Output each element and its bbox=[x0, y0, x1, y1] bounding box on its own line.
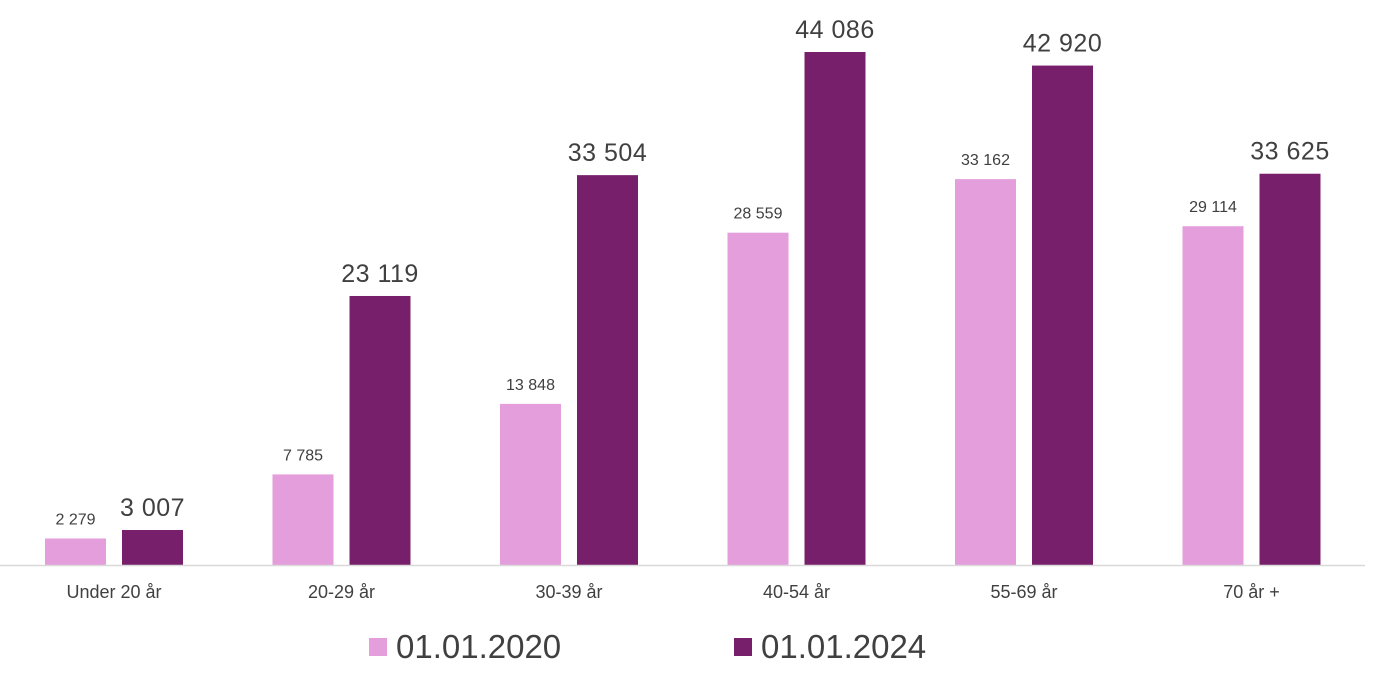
data-label-2024-3: 44 086 bbox=[795, 16, 874, 44]
bar-2020-0 bbox=[45, 538, 106, 565]
legend-label-2024: 01.01.2024 bbox=[761, 628, 926, 665]
category-label-4: 55-69 år bbox=[990, 582, 1057, 602]
data-label-2020-3: 28 559 bbox=[734, 206, 783, 223]
legend-swatch-2020 bbox=[369, 638, 387, 656]
value-labels-layer: 2 279 3 007 7 785 23 119 13 848 33 504 28 559 4… bbox=[55, 16, 1329, 528]
bar-2024-2 bbox=[577, 175, 638, 566]
bar-2024-3 bbox=[804, 52, 866, 565]
data-label-2020-1: 7 785 bbox=[283, 447, 323, 464]
data-label-2020-2: 13 848 bbox=[506, 377, 555, 394]
legend: 01.01.2020 01.01.2024 bbox=[369, 628, 926, 665]
category-labels-layer: Under 20 år 20-29 år 30-39 år 40-54 år 55-69… bbox=[66, 582, 1279, 602]
data-label-2024-0: 3 007 bbox=[120, 494, 185, 522]
bars-layer bbox=[45, 52, 1321, 566]
bar-2020-1 bbox=[272, 474, 334, 565]
category-label-1: 20-29 år bbox=[308, 582, 375, 602]
bar-2020-3 bbox=[727, 232, 789, 566]
bar-2024-1 bbox=[349, 295, 411, 565]
data-label-2024-1: 23 119 bbox=[341, 260, 419, 288]
bar-2024-0 bbox=[122, 530, 183, 565]
data-label-2020-0: 2 279 bbox=[55, 511, 95, 528]
data-label-2024-4: 42 920 bbox=[1023, 30, 1102, 58]
bar-2020-2 bbox=[500, 403, 561, 565]
data-label-2024-2: 33 504 bbox=[568, 139, 647, 167]
data-label-2020-5: 29 114 bbox=[1189, 199, 1237, 216]
data-label-2020-4: 33 162 bbox=[961, 152, 1010, 169]
bar-2020-5 bbox=[1182, 226, 1244, 565]
category-label-2: 30-39 år bbox=[535, 582, 602, 602]
bar-2020-4 bbox=[955, 179, 1016, 565]
legend-swatch-2024 bbox=[734, 638, 752, 656]
bar-2024-4 bbox=[1032, 65, 1093, 565]
legend-label-2020: 01.01.2020 bbox=[396, 628, 561, 665]
category-label-3: 40-54 år bbox=[763, 582, 830, 602]
bar-2024-5 bbox=[1259, 173, 1321, 565]
data-label-2024-5: 33 625 bbox=[1250, 138, 1329, 166]
category-label-0: Under 20 år bbox=[66, 582, 161, 602]
category-label-5: 70 år + bbox=[1223, 582, 1280, 602]
